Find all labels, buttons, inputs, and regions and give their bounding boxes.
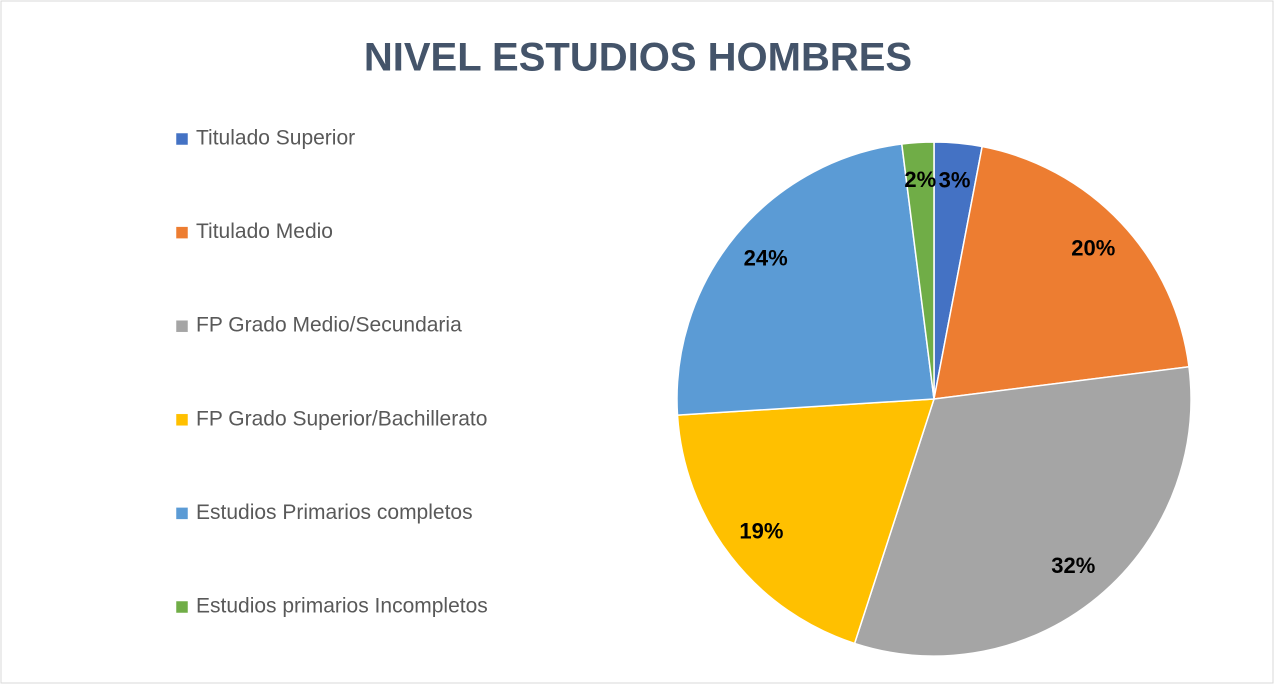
data-label: 32% xyxy=(1051,553,1095,578)
legend-swatch xyxy=(175,600,189,614)
legend-swatch xyxy=(175,413,189,427)
legend-label: Estudios Primarios completos xyxy=(196,501,473,524)
pie-slice xyxy=(853,365,1192,657)
pie-slice xyxy=(676,143,935,416)
legend-label: Titulado Medio xyxy=(196,220,333,243)
data-label: 2% xyxy=(904,167,936,192)
pie-slice xyxy=(676,398,936,645)
legend-label: Estudios primarios Incompletos xyxy=(196,595,488,618)
legend-label: FP Grado Medio/Secundaria xyxy=(196,314,462,337)
pie-slice xyxy=(900,141,935,400)
legend-swatch xyxy=(175,507,189,520)
legend-label: Titulado Superior xyxy=(196,127,355,150)
data-label: 24% xyxy=(744,246,788,271)
data-label: 3% xyxy=(939,167,971,192)
legend-label: FP Grado Superior/Bachillerato xyxy=(196,407,487,430)
legend-swatch xyxy=(175,319,189,333)
pie-slice xyxy=(933,145,1190,400)
data-label: 19% xyxy=(739,519,783,544)
legend-swatch xyxy=(175,132,189,146)
legend-swatch xyxy=(175,226,189,239)
chart-title: NIVEL ESTUDIOS HOMBRES xyxy=(364,36,912,80)
data-label: 20% xyxy=(1071,235,1115,260)
